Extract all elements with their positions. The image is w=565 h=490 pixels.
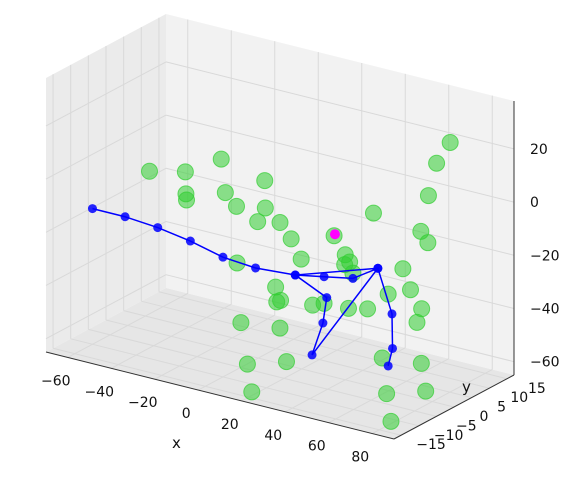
skeleton-point bbox=[373, 263, 383, 273]
grid-line bbox=[165, 167, 515, 256]
data-point bbox=[212, 150, 230, 168]
data-point bbox=[176, 163, 194, 181]
z-tick-label: 0 bbox=[530, 195, 539, 211]
skeleton-point bbox=[120, 212, 130, 222]
grid-line bbox=[123, 310, 472, 399]
grid-line bbox=[45, 221, 167, 286]
skeleton-point bbox=[319, 272, 329, 282]
data-point bbox=[417, 382, 435, 400]
data-point bbox=[428, 154, 446, 172]
skeleton-point bbox=[185, 236, 195, 246]
x-tick-label: 0 bbox=[182, 406, 191, 422]
y-tick-label: −15 bbox=[416, 437, 446, 453]
data-point bbox=[394, 260, 412, 278]
data-point bbox=[249, 213, 267, 231]
data-point bbox=[304, 296, 322, 314]
axis-lines bbox=[45, 101, 515, 440]
skeleton-point bbox=[348, 273, 358, 283]
y-tick-label: −5 bbox=[456, 418, 477, 434]
marker-point bbox=[329, 229, 340, 240]
skeleton-point bbox=[388, 343, 398, 353]
data-point bbox=[419, 187, 437, 205]
grid-line bbox=[165, 114, 515, 203]
data-point bbox=[268, 293, 286, 311]
x-tick-label: −20 bbox=[128, 395, 158, 411]
data-point bbox=[382, 412, 400, 430]
data-point bbox=[292, 250, 310, 268]
grid-line bbox=[45, 114, 167, 180]
z-tick-label: 20 bbox=[530, 142, 548, 158]
data-point bbox=[408, 313, 426, 331]
x-axis-label: x bbox=[172, 434, 181, 452]
x-tick-label: 20 bbox=[221, 417, 239, 433]
data-point bbox=[256, 172, 274, 190]
skeleton-point bbox=[387, 309, 397, 319]
y-tick-label: 5 bbox=[497, 400, 506, 416]
x-tick-label: 80 bbox=[351, 450, 369, 466]
data-point bbox=[412, 354, 430, 372]
x-tick-label: −40 bbox=[84, 384, 114, 400]
axis-panes bbox=[46, 14, 514, 439]
data-point bbox=[277, 353, 295, 371]
data-point bbox=[178, 191, 196, 209]
data-point bbox=[378, 385, 396, 403]
grid-line bbox=[158, 291, 508, 380]
data-point bbox=[256, 199, 274, 217]
data-point bbox=[402, 281, 419, 299]
skeleton-line bbox=[92, 207, 394, 367]
skeleton-point bbox=[383, 361, 393, 371]
z-tick-label: −60 bbox=[530, 355, 560, 371]
data-point bbox=[228, 254, 246, 272]
skeleton-point bbox=[318, 318, 328, 328]
x-axis-line bbox=[45, 351, 395, 440]
z-tick-label: −20 bbox=[530, 248, 560, 264]
grid-line bbox=[45, 61, 167, 127]
grid-line bbox=[52, 347, 402, 436]
x-tick-label: 40 bbox=[264, 428, 282, 444]
data-point bbox=[267, 278, 285, 296]
data-point bbox=[238, 355, 256, 373]
grid-line bbox=[88, 328, 437, 417]
grid-line bbox=[165, 61, 515, 150]
x-tick-label: −60 bbox=[41, 373, 71, 389]
skeleton-point bbox=[307, 350, 317, 360]
data-point bbox=[359, 300, 377, 318]
skeleton-point bbox=[218, 252, 228, 262]
data-points bbox=[141, 133, 459, 430]
y-axis-label: y bbox=[462, 378, 471, 396]
data-point bbox=[228, 197, 245, 215]
skeleton-point bbox=[153, 223, 163, 233]
data-point bbox=[419, 234, 437, 252]
data-point bbox=[141, 162, 158, 180]
skeleton-series bbox=[87, 204, 398, 371]
data-point bbox=[271, 319, 289, 337]
back-pane bbox=[166, 14, 514, 375]
z-tick-label: −40 bbox=[530, 301, 560, 317]
data-point bbox=[232, 314, 250, 332]
data-point bbox=[216, 184, 234, 202]
grid-line bbox=[45, 274, 167, 340]
data-point bbox=[341, 253, 359, 271]
data-point bbox=[271, 214, 289, 232]
data-point bbox=[243, 383, 261, 401]
skeleton-point bbox=[251, 263, 261, 273]
skeleton-point bbox=[290, 270, 300, 280]
y-tick-label: 15 bbox=[528, 381, 546, 397]
grid-line bbox=[70, 338, 419, 427]
x-tick-label: 60 bbox=[308, 439, 326, 455]
y-tick-label: 0 bbox=[480, 409, 489, 425]
tick-labels: −60−40−20020406080−15−10−5051015−60−40−2… bbox=[41, 142, 560, 466]
y-tick-label: −10 bbox=[434, 428, 464, 444]
y-tick-label: 10 bbox=[510, 390, 528, 406]
data-point bbox=[441, 133, 459, 151]
data-point bbox=[364, 204, 382, 222]
skeleton-point bbox=[87, 204, 97, 214]
y-axis-line bbox=[393, 374, 515, 440]
skeleton-point bbox=[322, 293, 332, 303]
data-point bbox=[282, 230, 300, 248]
